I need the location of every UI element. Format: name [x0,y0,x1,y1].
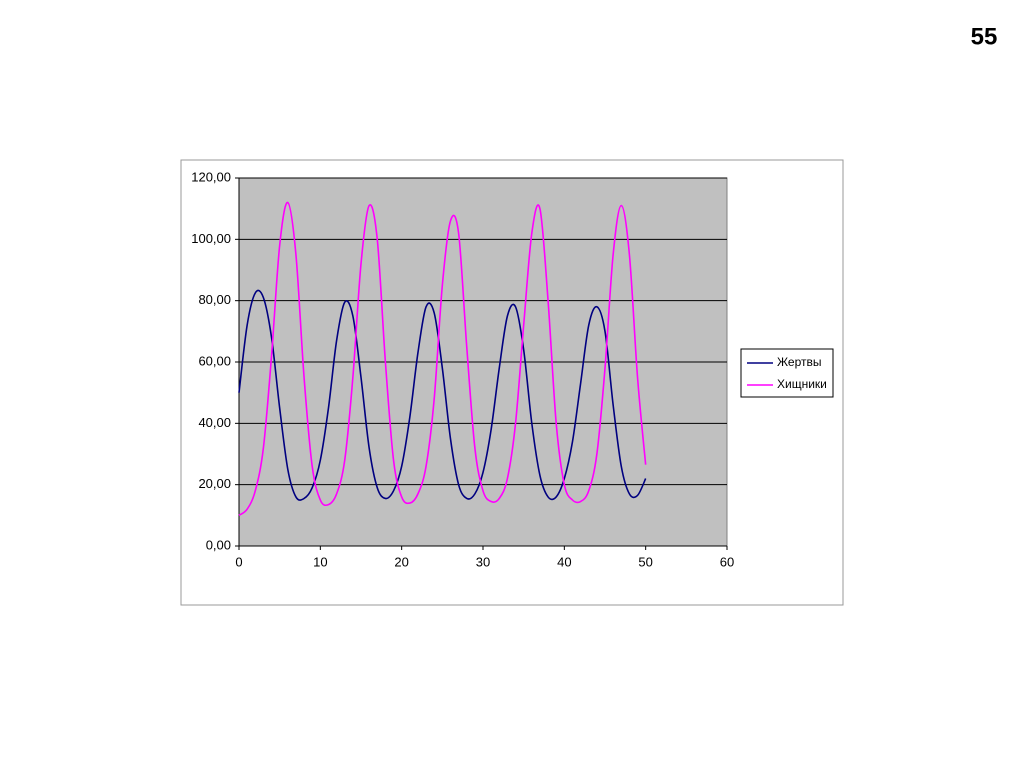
y-tick-label: 100,00 [191,231,231,246]
y-tick-label: 0,00 [206,537,231,552]
y-tick-label: 40,00 [198,415,231,430]
series-line [238,201,647,517]
legend-label: Жертвы [777,355,822,369]
series-line [238,289,647,501]
x-tick-label: 60 [720,554,734,569]
y-tick-label: 120,00 [191,169,231,184]
x-tick-label: 0 [235,554,242,569]
y-tick-label: 80,00 [198,292,231,307]
page-number: 55 [971,23,998,50]
x-tick-label: 10 [313,554,327,569]
legend-label: Хищники [777,377,827,391]
y-tick-label: 20,00 [198,476,231,491]
legend-box [740,348,834,398]
y-tick-label: 60,00 [198,353,231,368]
x-tick-label: 30 [476,554,490,569]
x-tick-label: 40 [557,554,571,569]
x-tick-label: 20 [394,554,408,569]
x-tick-label: 50 [638,554,652,569]
